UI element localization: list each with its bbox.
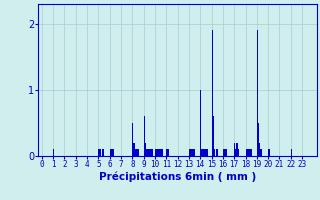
- Bar: [53, 149, 54, 156]
- Bar: [149, 149, 150, 156]
- Bar: [223, 149, 224, 156]
- Bar: [98, 149, 100, 156]
- Bar: [152, 149, 153, 156]
- X-axis label: Précipitations 6min ( mm ): Précipitations 6min ( mm ): [99, 172, 256, 182]
- Bar: [103, 149, 104, 156]
- Bar: [113, 149, 114, 156]
- Bar: [224, 149, 225, 156]
- Bar: [132, 123, 133, 156]
- Bar: [135, 149, 136, 156]
- Bar: [191, 149, 192, 156]
- Bar: [145, 143, 146, 156]
- Bar: [133, 143, 135, 156]
- Bar: [167, 149, 169, 156]
- Bar: [235, 149, 236, 156]
- Bar: [249, 149, 250, 156]
- Bar: [205, 149, 206, 156]
- Bar: [136, 149, 137, 156]
- Bar: [190, 149, 191, 156]
- Bar: [162, 149, 163, 156]
- Bar: [245, 149, 247, 156]
- Bar: [158, 149, 159, 156]
- Bar: [291, 149, 292, 156]
- Bar: [192, 149, 194, 156]
- Bar: [156, 149, 157, 156]
- Bar: [234, 143, 235, 156]
- Bar: [157, 149, 158, 156]
- Bar: [200, 90, 201, 156]
- Bar: [269, 149, 270, 156]
- Bar: [148, 149, 149, 156]
- Bar: [150, 149, 152, 156]
- Bar: [111, 149, 112, 156]
- Bar: [248, 149, 249, 156]
- Bar: [201, 149, 203, 156]
- Bar: [159, 149, 161, 156]
- Bar: [112, 149, 113, 156]
- Bar: [225, 149, 226, 156]
- Bar: [250, 149, 251, 156]
- Bar: [144, 116, 145, 156]
- Bar: [216, 149, 217, 156]
- Bar: [260, 149, 261, 156]
- Bar: [102, 149, 103, 156]
- Bar: [194, 149, 195, 156]
- Bar: [217, 149, 218, 156]
- Bar: [212, 30, 213, 156]
- Bar: [189, 149, 190, 156]
- Bar: [110, 149, 111, 156]
- Bar: [236, 143, 237, 156]
- Bar: [214, 149, 215, 156]
- Bar: [138, 149, 139, 156]
- Bar: [206, 149, 207, 156]
- Bar: [257, 30, 258, 156]
- Bar: [259, 143, 260, 156]
- Bar: [247, 149, 248, 156]
- Bar: [213, 116, 214, 156]
- Bar: [146, 149, 147, 156]
- Bar: [203, 149, 204, 156]
- Bar: [204, 149, 205, 156]
- Bar: [155, 149, 156, 156]
- Bar: [100, 149, 101, 156]
- Bar: [258, 123, 259, 156]
- Bar: [251, 149, 252, 156]
- Bar: [237, 149, 239, 156]
- Bar: [147, 149, 148, 156]
- Bar: [207, 149, 208, 156]
- Bar: [226, 149, 228, 156]
- Bar: [268, 149, 269, 156]
- Bar: [261, 149, 262, 156]
- Bar: [137, 149, 138, 156]
- Bar: [161, 149, 162, 156]
- Bar: [166, 149, 167, 156]
